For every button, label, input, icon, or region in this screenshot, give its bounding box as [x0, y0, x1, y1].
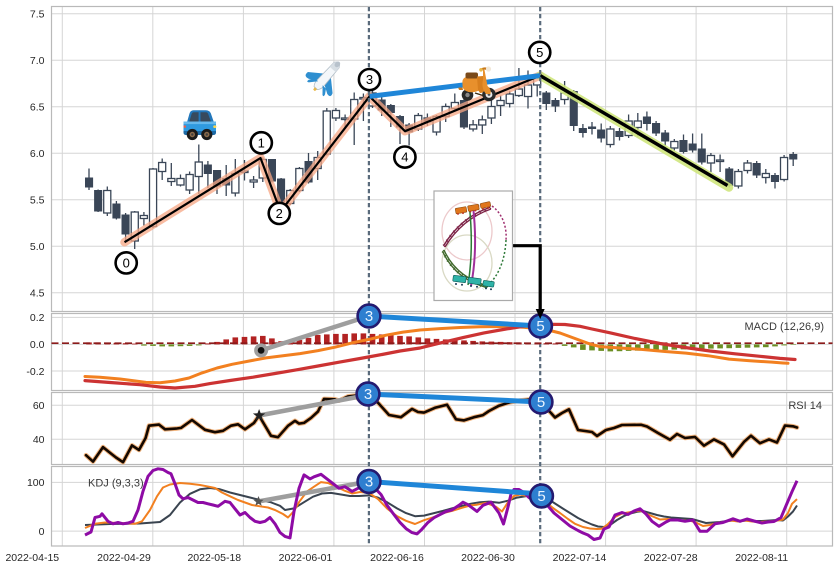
svg-text:2022-08-11: 2022-08-11	[735, 552, 788, 564]
svg-text:2022-07-28: 2022-07-28	[644, 552, 698, 564]
svg-text:100: 100	[27, 477, 45, 489]
svg-text:2022-06-16: 2022-06-16	[370, 552, 424, 564]
svg-text:5: 5	[537, 394, 545, 411]
svg-text:MACD (12,26,9): MACD (12,26,9)	[745, 321, 824, 333]
svg-text:2022-04-15: 2022-04-15	[5, 552, 59, 564]
svg-text:0.0: 0.0	[30, 339, 45, 351]
svg-text:4: 4	[401, 150, 408, 165]
svg-text:0.2: 0.2	[30, 312, 45, 324]
svg-text:40: 40	[33, 434, 45, 446]
svg-text:1: 1	[258, 135, 265, 150]
svg-text:7.0: 7.0	[30, 55, 45, 67]
svg-text:2022-04-29: 2022-04-29	[97, 552, 151, 564]
svg-text:6.5: 6.5	[30, 102, 45, 114]
svg-text:4.5: 4.5	[30, 288, 45, 300]
svg-text:2022-06-30: 2022-06-30	[461, 552, 515, 564]
svg-text:2022-05-18: 2022-05-18	[187, 552, 241, 564]
svg-text:5.5: 5.5	[30, 195, 45, 207]
svg-text:5: 5	[537, 488, 545, 505]
svg-text:3: 3	[365, 474, 373, 491]
svg-text:60: 60	[33, 400, 45, 412]
svg-text:3: 3	[366, 72, 373, 87]
svg-text:5: 5	[536, 318, 544, 335]
svg-text:RSI 14: RSI 14	[788, 400, 822, 412]
svg-text:3: 3	[365, 308, 373, 325]
svg-text:KDJ (9,3,3): KDJ (9,3,3)	[88, 477, 144, 489]
svg-text:2022-07-14: 2022-07-14	[553, 552, 607, 564]
svg-text:0: 0	[123, 256, 130, 271]
svg-text:5.0: 5.0	[30, 241, 45, 253]
svg-text:-0.2: -0.2	[26, 366, 44, 378]
svg-text:6.0: 6.0	[30, 148, 45, 160]
svg-text:7.5: 7.5	[30, 9, 45, 21]
svg-text:0: 0	[39, 526, 45, 538]
svg-text:2: 2	[276, 206, 283, 221]
svg-text:3: 3	[364, 386, 372, 403]
svg-text:5: 5	[536, 45, 543, 60]
svg-text:2022-06-01: 2022-06-01	[279, 552, 333, 564]
